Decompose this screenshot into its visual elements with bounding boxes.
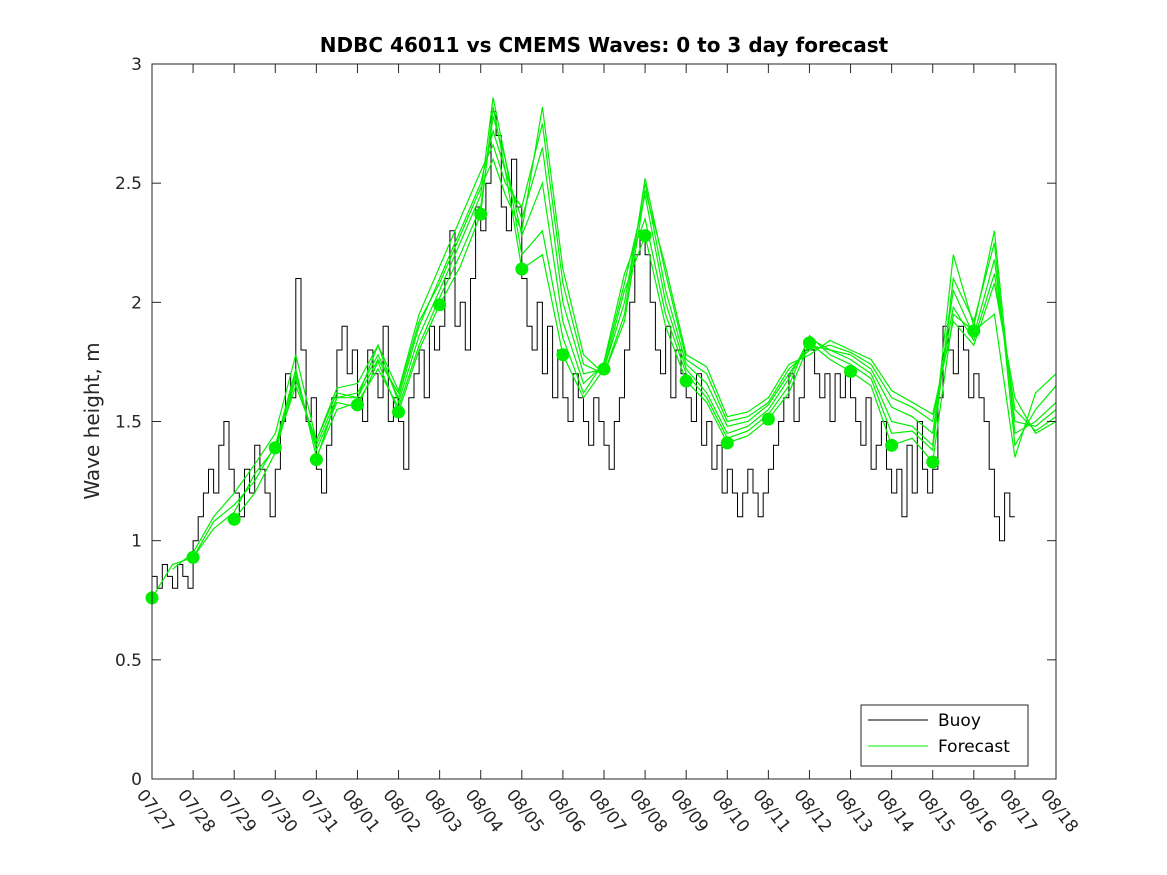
forecast-point <box>679 374 693 388</box>
chart-title: NDBC 46011 vs CMEMS Waves: 0 to 3 day fo… <box>320 33 889 57</box>
forecast-point <box>720 436 734 450</box>
forecast-point <box>556 348 570 362</box>
legend: Buoy Forecast <box>860 704 1029 767</box>
forecast-points-layer <box>145 207 981 605</box>
forecast-point <box>392 405 406 419</box>
y-tick-label: 0 <box>131 770 142 790</box>
forecast-point <box>761 412 775 426</box>
forecast-point <box>227 512 241 526</box>
forecast-point <box>802 336 816 350</box>
forecast-point <box>885 438 899 452</box>
legend-forecast-label: Forecast <box>938 737 1010 757</box>
forecast-point <box>268 441 282 455</box>
forecast-point <box>350 398 364 412</box>
forecast-point <box>597 362 611 376</box>
forecast-point <box>515 262 529 276</box>
forecast-point <box>309 453 323 467</box>
forecast-point <box>967 324 981 338</box>
legend-buoy-label: Buoy <box>938 711 981 731</box>
forecast-point <box>638 229 652 243</box>
forecast-series-layer <box>151 97 1057 599</box>
y-tick-label: 1 <box>131 532 142 552</box>
forecast-point <box>433 298 447 312</box>
legend-box <box>860 704 1029 767</box>
forecast-point <box>844 364 858 378</box>
y-tick-label: 3 <box>131 55 142 75</box>
y-tick-label: 2 <box>131 293 142 313</box>
y-tick-label: 0.5 <box>115 651 142 671</box>
y-tick-label: 1.5 <box>115 413 142 433</box>
y-tick-label: 2.5 <box>115 174 142 194</box>
forecast-point <box>926 455 940 469</box>
forecast-line <box>274 123 1057 448</box>
forecast-point <box>186 550 200 564</box>
forecast-point <box>474 207 488 221</box>
y-axis-label: Wave height, m <box>80 342 104 499</box>
forecast-line <box>192 116 1057 558</box>
forecast-line <box>315 106 1057 460</box>
